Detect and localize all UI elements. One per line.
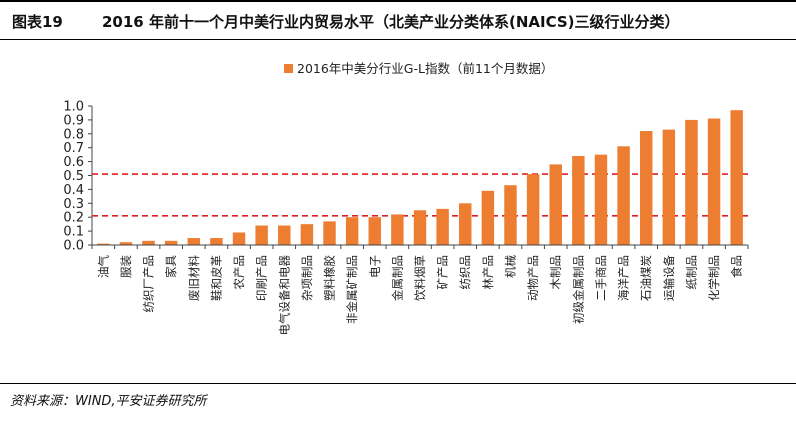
category-label: 化学制品 xyxy=(707,255,721,301)
bar-23 xyxy=(594,154,608,245)
bar-6 xyxy=(210,238,223,245)
category-label: 杂项制品 xyxy=(300,255,314,301)
y-tick-label: 1.0 xyxy=(63,100,84,115)
figure-footer: 资料来源：WIND,平安证券研究所 xyxy=(0,383,796,413)
category-label: 纺织厂产品 xyxy=(142,255,156,313)
category-label: 林产品 xyxy=(481,255,495,290)
category-label: 石油煤炭 xyxy=(639,255,653,301)
category-label: 家具 xyxy=(164,255,178,278)
category-label: 二手商品 xyxy=(594,255,608,301)
bar-28 xyxy=(707,118,721,245)
category-label: 鞋和皮革 xyxy=(209,255,223,301)
category-label: 金属制品 xyxy=(390,255,404,301)
legend: 2016年中美分行业G-L指数（前11个月数据） xyxy=(284,61,553,76)
bar-29 xyxy=(730,110,743,245)
bar-1 xyxy=(97,243,110,245)
y-tick-label: 0.9 xyxy=(63,113,84,128)
y-tick-label: 0.0 xyxy=(63,239,84,254)
figure-title: 2016 年前十一个月中美行业内贸易水平（北美产业分类体系(NAICS)三级行业… xyxy=(102,13,680,31)
y-axis: 0.00.10.20.30.40.50.60.70.80.91.0 xyxy=(63,100,93,254)
y-tick-label: 0.6 xyxy=(63,155,84,170)
bar-25 xyxy=(639,131,653,245)
bar-chart: 2016年中美分行业G-L指数（前11个月数据） 0.00.10.20.30.4… xyxy=(63,61,749,336)
source-note: 资料来源：WIND,平安证券研究所 xyxy=(10,394,207,409)
x-axis: 油气 服装 纺织厂产品 家具 废旧材料 鞋和皮革 农产品 印刷产品 电气设备和电器 杂项制品 塑料橡… xyxy=(91,244,749,336)
y-tick-label: 0.3 xyxy=(63,197,84,212)
category-label: 矿产品 xyxy=(436,255,450,290)
bar-8 xyxy=(255,225,268,245)
bar-24 xyxy=(617,146,630,245)
bars xyxy=(97,110,743,245)
y-tick-label: 0.4 xyxy=(63,183,84,198)
bar-15 xyxy=(413,210,427,245)
category-label: 电子 xyxy=(368,255,382,278)
category-label: 初级金属制品 xyxy=(571,255,585,324)
category-label: 电气设备和电器 xyxy=(277,255,291,336)
category-label: 木制品 xyxy=(549,255,563,290)
category-label: 动物产品 xyxy=(526,255,540,301)
bar-16 xyxy=(436,208,449,245)
legend-label: 2016年中美分行业G-L指数（前11个月数据） xyxy=(297,61,553,76)
bar-18 xyxy=(481,190,495,245)
category-label: 机械 xyxy=(503,255,517,278)
y-tick-label: 0.5 xyxy=(63,169,84,184)
bar-7 xyxy=(232,232,246,245)
bar-20 xyxy=(526,174,540,245)
bar-21 xyxy=(549,164,562,245)
figure-label: 图表19 xyxy=(12,13,63,31)
bar-10 xyxy=(300,224,314,245)
bar-4 xyxy=(164,240,178,245)
y-tick-label: 0.1 xyxy=(63,225,84,240)
bar-13 xyxy=(368,217,381,245)
category-label: 海洋产品 xyxy=(617,255,631,301)
category-label: 印刷产品 xyxy=(255,255,269,301)
category-label: 废旧材料 xyxy=(187,255,201,301)
category-label: 油气 xyxy=(96,255,110,278)
category-label: 农产品 xyxy=(232,255,246,290)
legend-swatch xyxy=(284,64,293,73)
bar-11 xyxy=(323,221,336,245)
bar-2 xyxy=(119,242,133,245)
bar-19 xyxy=(504,185,517,245)
y-tick-label: 0.7 xyxy=(63,141,84,156)
category-label: 非金属矿制品 xyxy=(345,255,359,324)
bar-5 xyxy=(187,238,201,245)
category-label: 饮料烟草 xyxy=(413,255,427,301)
category-label: 服装 xyxy=(119,255,133,278)
bar-17 xyxy=(459,203,472,245)
figure-header: 图表19 2016 年前十一个月中美行业内贸易水平（北美产业分类体系(NAICS… xyxy=(0,0,796,40)
y-tick-label: 0.8 xyxy=(63,127,84,142)
bar-12 xyxy=(345,217,359,245)
bar-9 xyxy=(278,225,291,245)
bar-26 xyxy=(662,129,676,245)
category-label: 纺织品 xyxy=(458,255,472,290)
category-label: 塑料橡胶 xyxy=(323,255,337,301)
bar-3 xyxy=(142,240,155,245)
bar-22 xyxy=(572,156,585,245)
bar-14 xyxy=(391,214,404,245)
category-label: 食品 xyxy=(730,255,744,278)
category-label: 运输设备 xyxy=(662,255,676,301)
category-label: 纸制品 xyxy=(684,255,698,290)
y-tick-label: 0.2 xyxy=(63,211,84,226)
bar-27 xyxy=(685,119,698,245)
